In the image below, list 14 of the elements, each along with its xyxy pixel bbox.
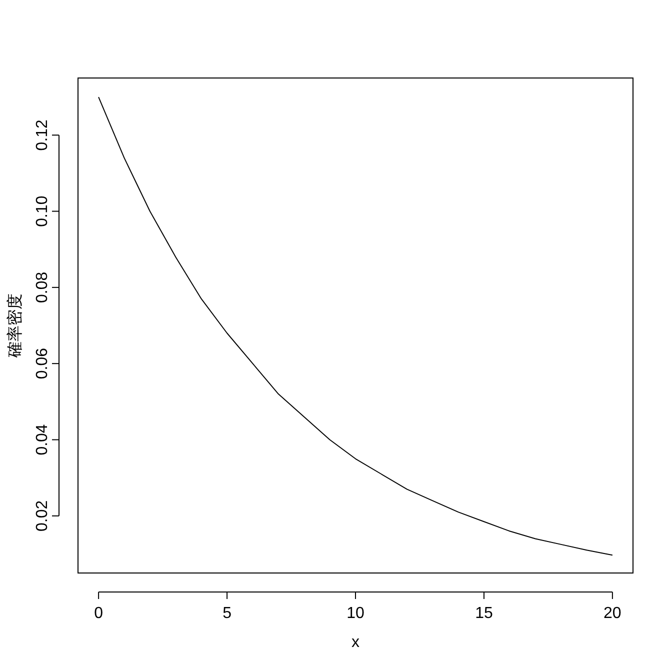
- y-tick-label: 0.02: [34, 500, 51, 532]
- x-axis-title: x: [352, 634, 360, 651]
- y-tick-label: 0.08: [34, 272, 51, 303]
- y-tick-label: 0.10: [34, 196, 51, 227]
- x-tick-label: 5: [222, 605, 232, 622]
- y-tick-label: 0.12: [34, 119, 51, 151]
- x-tick-label: 15: [475, 605, 493, 622]
- y-tick-label: 0.06: [34, 348, 51, 380]
- x-tick-label: 10: [346, 605, 364, 622]
- y-tick-label: 0.04: [34, 424, 51, 456]
- y-axis-title: 確率密度: [6, 294, 24, 358]
- x-tick-label: 0: [94, 605, 104, 622]
- x-tick-label: 20: [604, 605, 622, 622]
- line-series: [98, 96, 613, 556]
